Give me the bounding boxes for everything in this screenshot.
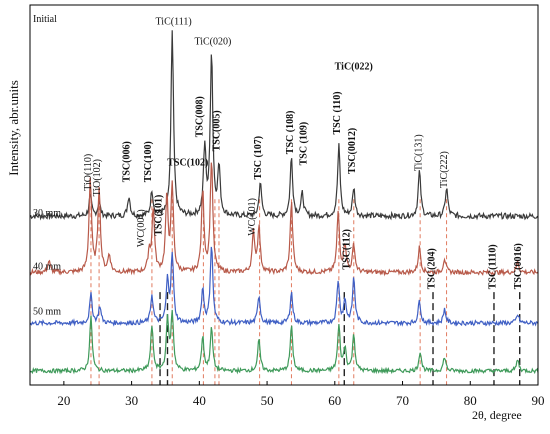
series-traces: [29, 30, 539, 375]
sample-labels: Initial 30 mm 40 mm 50 mm: [33, 14, 61, 318]
x-tick-label: 60: [328, 393, 341, 408]
peak-label: TiC(111): [156, 17, 192, 28]
sample-label: 50 mm: [33, 307, 61, 318]
peak-annotations: TiO(110)TiO(102) TSC(006) TSC(100) TiC(111)…: [83, 17, 524, 290]
peak-label: TiC(022): [335, 62, 373, 73]
x-tick-label: 90: [532, 393, 545, 408]
peak-label: TSC(005): [212, 110, 223, 151]
x-tick-label: 70: [396, 393, 409, 408]
x-tick-label: 20: [57, 393, 70, 408]
sample-label: 30 mm: [33, 208, 61, 219]
peak-label: TSC(1110): [487, 244, 498, 289]
peak-label: WC(101): [247, 198, 258, 236]
peak-label: TSC(204): [426, 248, 437, 289]
x-tick-label: 30: [125, 393, 138, 408]
peak-label: TSC(100): [143, 141, 154, 182]
peak-label: TSC (109): [298, 122, 309, 166]
peak-label: TSC(008): [195, 96, 206, 137]
peak-label: TiO(110): [83, 154, 94, 191]
sample-label: Initial: [33, 14, 57, 25]
peak-label: TSC (107): [253, 136, 264, 180]
peak-label: TSC(006): [122, 141, 133, 182]
peak-label: TiC(020): [194, 36, 231, 47]
plot-frame: [29, 4, 539, 386]
peak-label: TSC (108): [285, 111, 296, 155]
sample-label: 40 mm: [33, 262, 61, 273]
peak-label: TSC(0012): [347, 128, 358, 174]
peak-label: TSC(112): [342, 229, 353, 270]
x-tick-label: 50: [261, 393, 274, 408]
peak-label: TiC(131): [414, 134, 425, 171]
series-line: [29, 246, 539, 327]
peak-label: TSC (110): [332, 91, 343, 134]
peak-label: TSC(102): [167, 157, 208, 168]
peak-label: WC(001): [136, 209, 147, 247]
x-axis-label: 2θ, degree: [472, 408, 522, 422]
series-line: [29, 30, 539, 221]
y-axis-label: Intensity, abr.units: [6, 80, 21, 176]
x-tick-label: 40: [193, 393, 206, 408]
series-line: [29, 162, 539, 277]
peak-label: TSC(101): [153, 195, 164, 236]
x-tick-label: 80: [464, 393, 477, 408]
peak-label: TiO(102): [92, 159, 103, 196]
peak-label: TSC(0016): [513, 243, 524, 289]
peak-label: TiC(222): [439, 151, 450, 188]
reference-lines: [90, 199, 521, 385]
series-line: [29, 309, 539, 375]
x-axis-ticks: 20 30 40 50 60 70 80 90: [57, 381, 545, 408]
